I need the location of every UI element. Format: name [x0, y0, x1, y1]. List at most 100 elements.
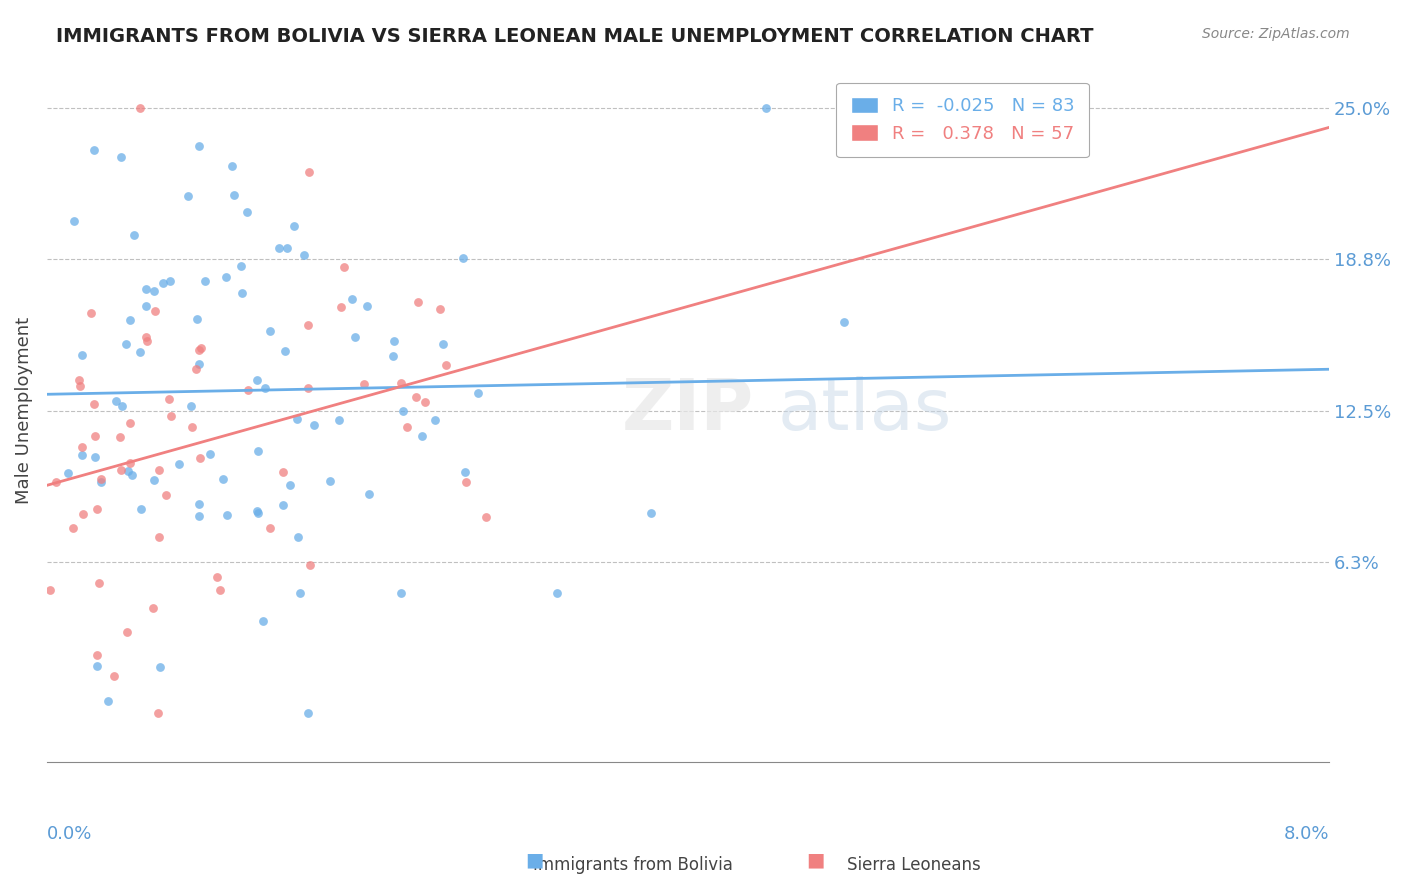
Point [391, 586, 413, 600]
Point [142, 601, 165, 615]
Point [118, 312, 141, 326]
Point [62, 520, 84, 534]
Point [148, 660, 170, 674]
Point [155, 488, 177, 502]
Point [221, 160, 243, 174]
Point [87, 575, 110, 590]
Point [83, 397, 105, 411]
Point [391, 403, 413, 417]
Point [384, 334, 406, 349]
Point [188, 451, 211, 466]
Point [188, 358, 211, 372]
Point [413, 394, 436, 409]
Point [405, 390, 427, 404]
Point [188, 508, 211, 523]
Point [269, 241, 291, 255]
Point [110, 463, 132, 477]
Point [90, 475, 112, 489]
Point [429, 301, 451, 316]
Point [297, 318, 319, 333]
Point [152, 277, 174, 291]
Point [143, 303, 166, 318]
Point [302, 418, 325, 433]
Point [90, 472, 112, 486]
Point [344, 330, 367, 344]
Text: ■: ■ [806, 851, 825, 870]
Point [148, 462, 170, 476]
Point [278, 478, 301, 492]
Point [120, 416, 142, 430]
Point [115, 625, 138, 640]
Point [273, 499, 295, 513]
Point [111, 399, 134, 413]
Point [253, 381, 276, 395]
Point [246, 504, 269, 518]
Point [159, 274, 181, 288]
Point [453, 465, 475, 479]
Point [143, 473, 166, 487]
Point [236, 383, 259, 397]
Point [395, 420, 418, 434]
Point [198, 447, 221, 461]
Point [148, 530, 170, 544]
Text: 8.0%: 8.0% [1284, 825, 1329, 843]
Point [180, 420, 202, 434]
Point [288, 586, 311, 600]
Point [247, 507, 270, 521]
Point [287, 530, 309, 544]
Y-axis label: Male Unemployment: Male Unemployment [15, 318, 32, 504]
Point [124, 227, 146, 242]
Point [121, 468, 143, 483]
Point [129, 345, 152, 359]
Point [247, 443, 270, 458]
Text: IMMIGRANTS FROM BOLIVIA VS SIERRA LEONEAN MALE UNEMPLOYMENT CORRELATION CHART: IMMIGRANTS FROM BOLIVIA VS SIERRA LEONEA… [56, 27, 1094, 45]
Point [83, 429, 105, 443]
Point [136, 334, 159, 348]
Point [434, 358, 457, 372]
Point [319, 474, 342, 488]
Text: ZIP: ZIP [621, 376, 754, 445]
Point [67, 373, 90, 387]
Point [406, 295, 429, 310]
Point [252, 614, 274, 628]
Point [328, 412, 350, 426]
Text: 0.0%: 0.0% [46, 825, 93, 843]
Point [120, 456, 142, 470]
Point [114, 337, 136, 351]
Point [274, 343, 297, 358]
Point [432, 336, 454, 351]
Point [80, 306, 103, 320]
Point [83, 144, 105, 158]
Point [292, 248, 315, 262]
Point [190, 341, 212, 355]
Point [62, 213, 84, 227]
Point [143, 285, 166, 299]
Point [330, 301, 353, 315]
Point [167, 457, 190, 471]
Point [209, 582, 232, 597]
Point [129, 101, 152, 115]
Point [186, 362, 208, 376]
Point [110, 430, 132, 444]
Point [353, 376, 375, 391]
Point [56, 467, 79, 481]
Point [176, 189, 198, 203]
Point [454, 475, 477, 489]
Point [217, 508, 239, 522]
Point [381, 349, 404, 363]
Point [215, 270, 238, 285]
Point [157, 392, 180, 406]
Text: Sierra Leoneans: Sierra Leoneans [846, 856, 981, 874]
Point [104, 394, 127, 409]
Point [297, 381, 319, 395]
Point [246, 373, 269, 387]
Point [285, 412, 308, 426]
Point [188, 138, 211, 153]
Point [546, 586, 568, 600]
Point [356, 299, 378, 313]
Point [298, 165, 321, 179]
Point [467, 386, 489, 401]
Point [411, 429, 433, 443]
Point [86, 648, 108, 663]
Point [86, 502, 108, 516]
